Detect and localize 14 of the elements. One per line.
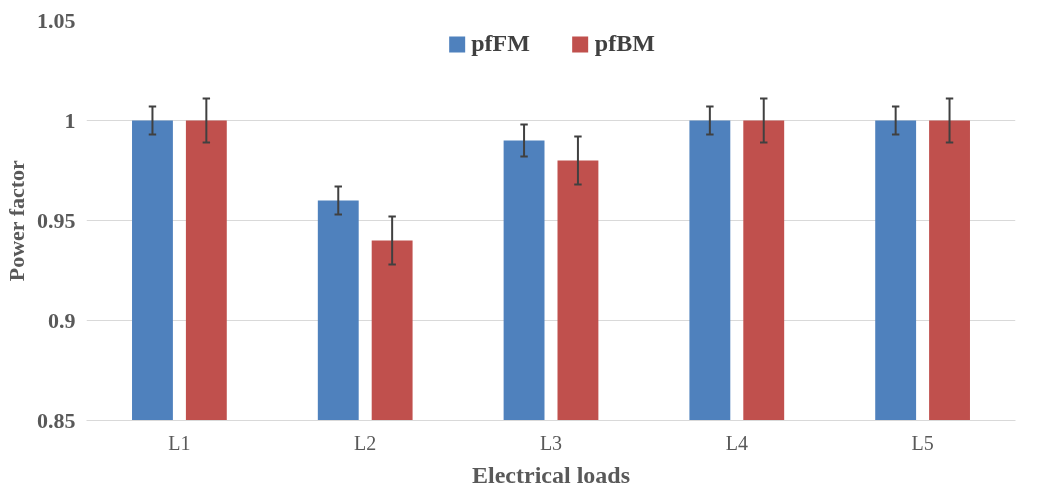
y-tick-label: 0.85	[37, 407, 76, 433]
y-tick-label: 0.9	[48, 307, 76, 333]
y-tick-label: 0.95	[37, 207, 76, 233]
x-tick-label: L5	[911, 431, 934, 454]
x-tick-label: L4	[725, 431, 748, 454]
x-axis-title: Electrical loads	[472, 461, 630, 488]
legend-label: pfFM	[471, 30, 530, 57]
y-tick-label: 1	[64, 107, 76, 133]
legend-label: pfBM	[594, 30, 655, 57]
y-tick-label: 1.05	[37, 7, 76, 33]
x-tick-label: L3	[539, 431, 563, 454]
x-tick-label: L2	[354, 431, 377, 454]
x-tick-label: L1	[168, 431, 191, 454]
y-axis-title: Power factor	[4, 159, 29, 282]
